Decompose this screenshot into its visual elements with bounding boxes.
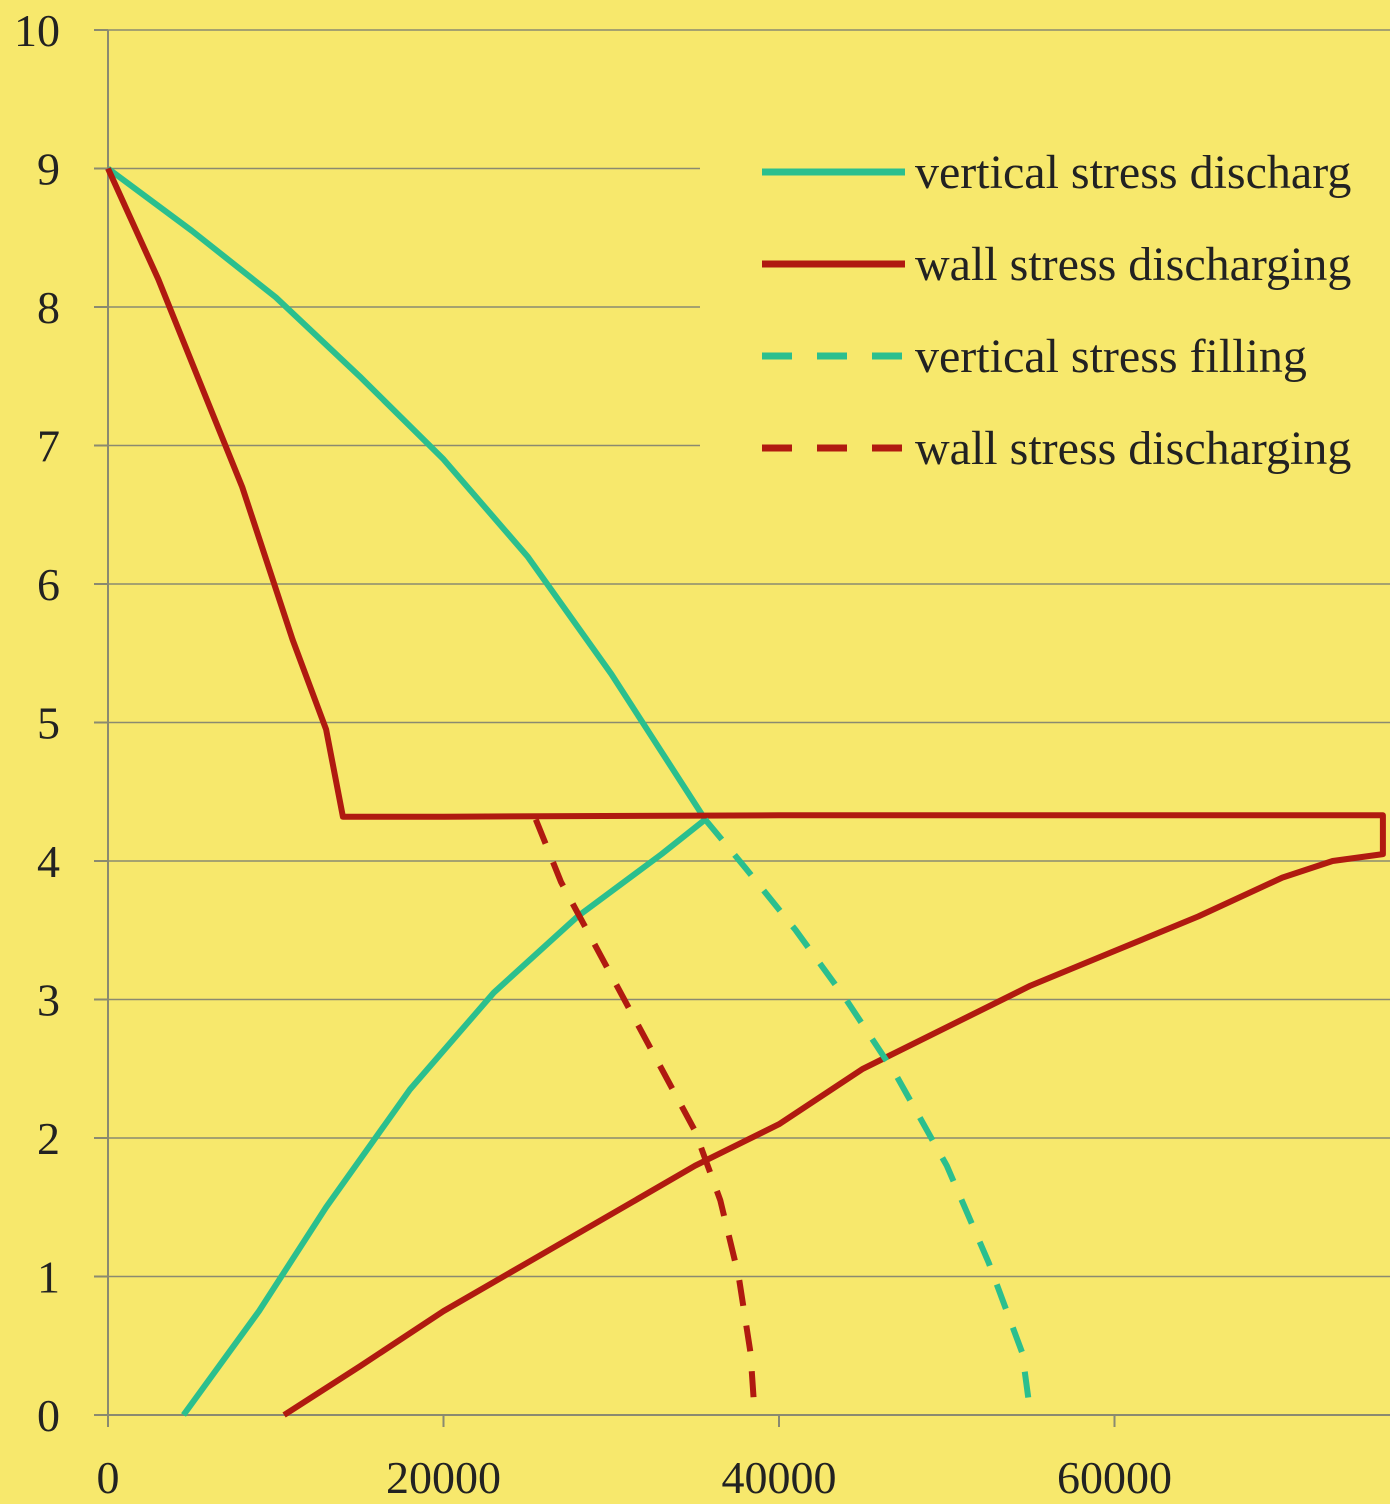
y-tick-label: 2 (37, 1113, 60, 1164)
y-tick-label: 7 (37, 421, 60, 472)
y-tick-label: 4 (37, 836, 60, 887)
y-tick-label: 10 (14, 5, 60, 56)
y-tick-label: 6 (37, 559, 60, 610)
series-line-1 (106, 166, 709, 1417)
legend-label-1: vertical stress discharg (915, 146, 1351, 199)
y-tick-label: 0 (37, 1390, 60, 1441)
y-tick-label: 9 (37, 144, 60, 195)
y-tick-label: 3 (37, 975, 60, 1026)
x-tick-label: 60000 (1057, 1452, 1172, 1503)
series-line-2 (105, 167, 1386, 1418)
series-line-3 (702, 817, 1034, 1416)
x-tick-label: 0 (97, 1452, 120, 1503)
x-tick-label: 40000 (722, 1452, 837, 1503)
legend-label-2: wall stress discharging (915, 238, 1351, 291)
series-line-4 (533, 818, 757, 1402)
y-tick-label: 5 (37, 698, 60, 749)
y-tick-label: 8 (37, 282, 60, 333)
legend-label-4: wall stress discharging (915, 422, 1351, 475)
y-tick-label: 1 (37, 1252, 60, 1303)
legend-label-3: vertical stress filling (915, 330, 1307, 383)
x-tick-label: 20000 (386, 1452, 501, 1503)
